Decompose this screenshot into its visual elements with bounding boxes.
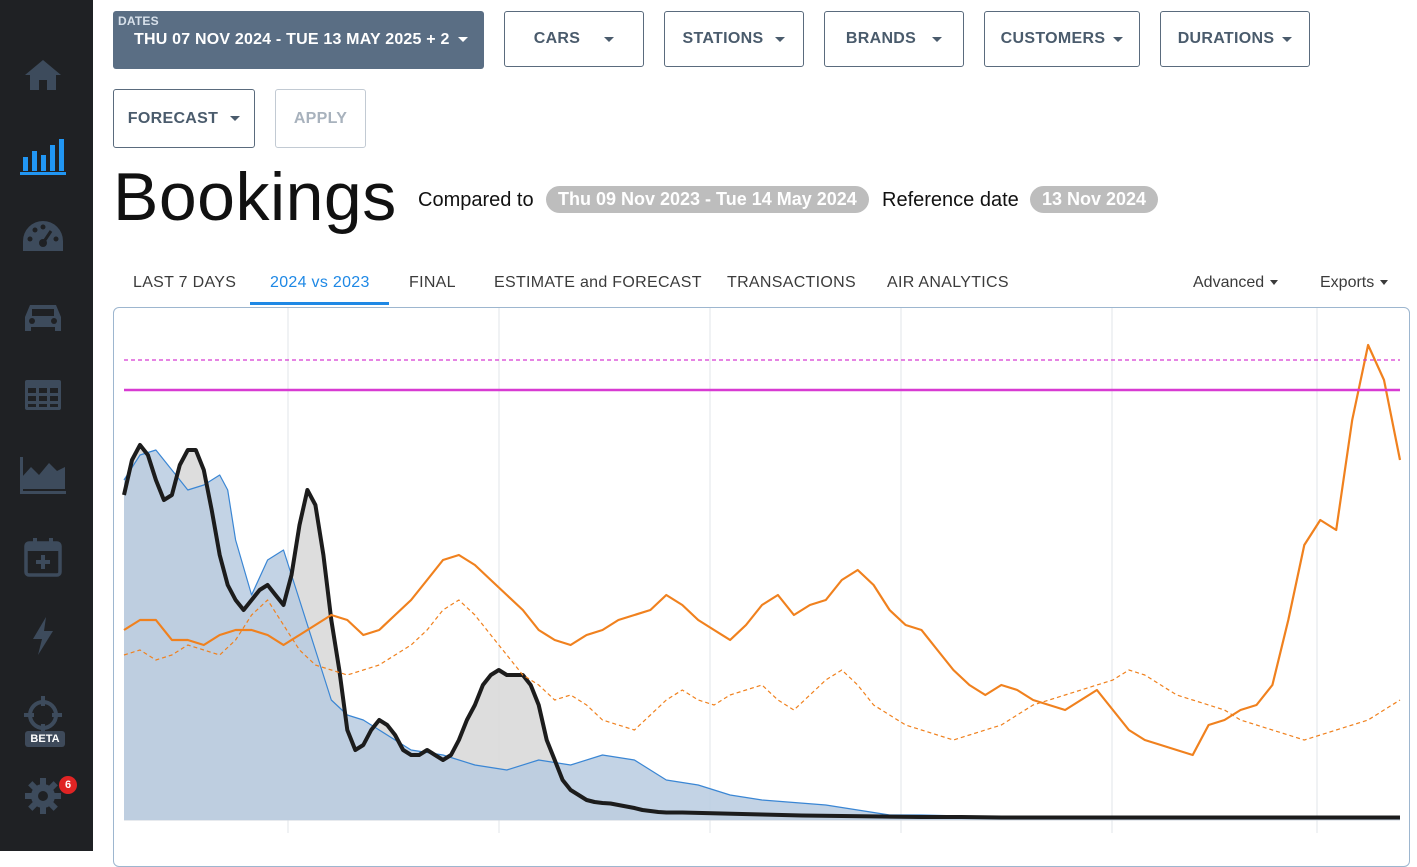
customers-filter-button[interactable]: CUSTOMERS [984,11,1140,67]
tab-transactions[interactable]: TRANSACTIONS [727,274,856,291]
area-chart-icon[interactable] [17,450,69,500]
bar-chart-icon[interactable] [17,130,69,180]
chevron-down-icon [230,116,241,121]
home-icon[interactable] [17,50,69,100]
blue-area-fill [124,450,1400,820]
chevron-down-icon [1282,36,1293,42]
dashboard-gauge-icon[interactable] [17,212,69,262]
exports-menu[interactable]: Exports [1320,274,1389,292]
dates-value: THU 07 NOV 2024 - TUE 13 MAY 2025 + 2 [134,31,468,49]
tab-air-analytics[interactable]: AIR ANALYTICS [887,274,1009,291]
cars-filter-label: CARS [533,30,581,47]
reference-date-label: Reference date [882,189,1019,211]
orange-dashed-series-line [123,599,1401,741]
chevron-down-icon [1113,36,1124,42]
tab-final[interactable]: FINAL [409,274,456,291]
table-icon[interactable] [17,370,69,420]
compared-to-period-badge: Thu 09 Nov 2023 - Tue 14 May 2024 [546,186,869,213]
chevron-down-icon [457,37,468,43]
cars-filter-button[interactable]: CARS [504,11,644,67]
tab-2024-vs-2023[interactable]: 2024 vs 2023 [270,274,370,291]
dates-label: DATES [118,14,159,28]
durations-filter-label: DURATIONS [1177,30,1275,47]
stations-filter-button[interactable]: STATIONS [664,11,804,67]
car-icon[interactable] [17,293,69,343]
advanced-menu-label: Advanced [1193,274,1265,291]
notification-count-badge: 6 [59,776,77,794]
lightning-icon[interactable] [17,611,69,661]
reference-date-badge: 13 Nov 2024 [1030,186,1159,213]
brands-filter-button[interactable]: BRANDS [824,11,964,67]
tab-estimate-and-forecast[interactable]: ESTIMATE and FORECAST [494,274,702,291]
forecast-filter-button[interactable]: FORECAST [113,89,255,148]
customers-filter-label: CUSTOMERS [1000,30,1106,47]
sidebar: BETA 6 [0,0,93,851]
chevron-down-icon [1380,280,1389,286]
bookings-chart-svg [122,308,1402,833]
durations-filter-button[interactable]: DURATIONS [1160,11,1310,67]
dates-filter-button[interactable]: DATES THU 07 NOV 2024 - TUE 13 MAY 2025 … [113,11,484,69]
bookings-chart [113,307,1410,867]
page-title: Bookings [113,159,397,235]
beta-badge: BETA [25,731,65,747]
exports-menu-label: Exports [1320,274,1375,291]
chevron-down-icon [932,36,943,42]
compared-to-label: Compared to [418,189,534,211]
stations-filter-label: STATIONS [682,30,764,47]
forecast-filter-label: FORECAST [127,109,219,127]
apply-button[interactable]: APPLY [275,89,366,148]
chevron-down-icon [1270,280,1279,286]
advanced-menu[interactable]: Advanced [1193,274,1279,292]
tab-last-7-days[interactable]: LAST 7 DAYS [133,274,237,291]
apply-button-label: APPLY [293,109,348,127]
gear-icon[interactable] [17,771,69,821]
chevron-down-icon [775,36,786,42]
black-area-series-line [122,443,1400,820]
calendar-plus-icon[interactable] [17,532,69,582]
chevron-down-icon [604,36,615,42]
crosshair-icon[interactable] [17,690,69,740]
brands-filter-label: BRANDS [845,30,917,47]
orange-solid-series-line [123,343,1402,757]
active-tab-indicator [250,302,389,305]
